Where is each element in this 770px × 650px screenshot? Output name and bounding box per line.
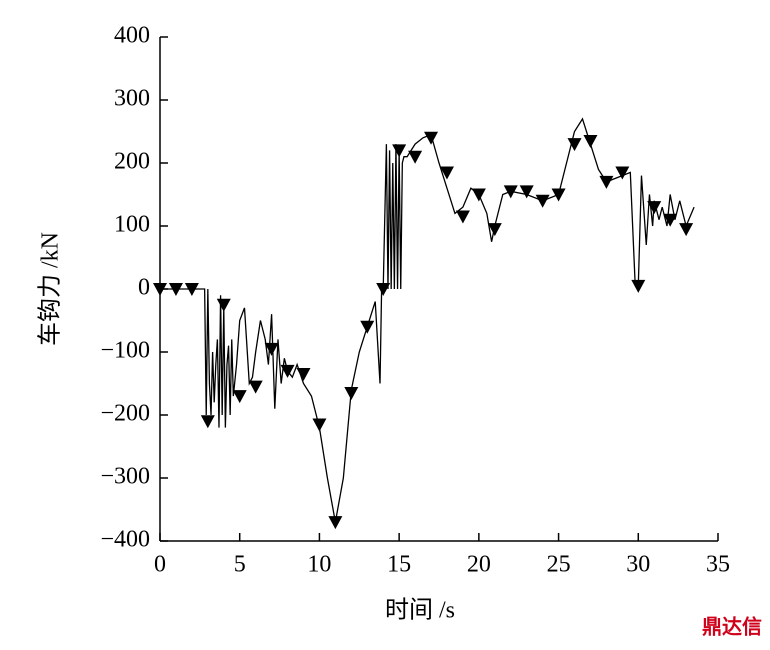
y-tick-label: −300	[100, 464, 150, 490]
marker	[503, 185, 518, 199]
y-axis-label: 车钩力 /kN	[37, 232, 64, 346]
marker	[344, 386, 359, 400]
marker	[487, 223, 502, 237]
marker	[583, 134, 598, 148]
marker	[216, 298, 231, 312]
y-tick-label: 300	[114, 86, 150, 112]
y-tick-label: 100	[114, 212, 150, 238]
y-tick-label: −400	[100, 527, 150, 553]
marker	[153, 283, 167, 296]
marker	[535, 194, 550, 208]
marker	[631, 279, 646, 293]
marker	[248, 380, 263, 394]
watermark: 鼎达信	[702, 615, 762, 639]
y-tick-label: −200	[100, 401, 150, 427]
data-line	[160, 117, 695, 523]
marker	[439, 166, 454, 180]
marker	[408, 150, 423, 164]
x-tick-label: 20	[467, 552, 491, 578]
x-tick-label: 10	[307, 552, 331, 578]
y-tick-label: −100	[100, 338, 150, 364]
marker	[471, 188, 486, 202]
x-tick-label: 30	[626, 552, 650, 578]
marker	[232, 390, 247, 404]
x-tick-label: 0	[154, 552, 166, 578]
marker	[615, 166, 630, 180]
marker	[184, 283, 199, 296]
marker	[376, 283, 391, 296]
marker	[519, 185, 534, 199]
marker	[168, 283, 183, 296]
y-tick-label: 0	[138, 275, 150, 301]
marker	[280, 364, 295, 378]
marker	[455, 210, 470, 224]
marker	[328, 516, 343, 530]
marker	[647, 201, 662, 215]
y-tick-label: 400	[114, 23, 150, 49]
marker	[264, 342, 279, 356]
marker	[679, 223, 694, 237]
marker	[200, 415, 215, 429]
marker	[663, 213, 678, 227]
y-tick-label: 200	[114, 149, 150, 175]
marker	[599, 175, 614, 189]
marker	[424, 131, 439, 145]
marker	[312, 418, 327, 432]
marker	[567, 138, 582, 152]
x-axis-label: 时间 /s	[385, 597, 455, 624]
marker	[296, 368, 311, 382]
x-tick-label: 35	[706, 552, 730, 578]
marker	[551, 188, 566, 202]
x-tick-label: 5	[234, 552, 246, 578]
marker	[392, 144, 407, 158]
x-tick-label: 15	[387, 552, 411, 578]
x-tick-label: 25	[547, 552, 571, 578]
marker	[360, 320, 375, 334]
